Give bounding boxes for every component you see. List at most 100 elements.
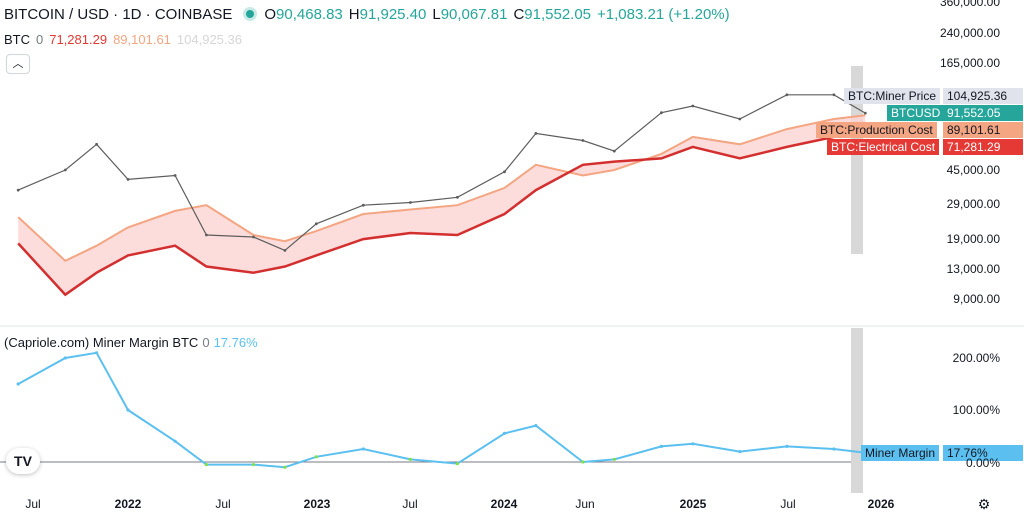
ohlc-high: H91,925.40	[348, 6, 427, 23]
price-pane	[16, 93, 867, 297]
margin-indicator-name: (Capriole.com) Miner Margin BTC	[4, 335, 199, 350]
tag-margin-label: Miner Margin	[861, 445, 940, 461]
miner-margin-point	[63, 356, 67, 360]
miner-margin-point	[408, 457, 412, 461]
projection-band-bottom	[851, 328, 863, 493]
btcusd-point	[456, 195, 459, 199]
btcusd-point	[409, 201, 412, 204]
market-status-icon[interactable]	[246, 10, 255, 18]
miner-margin-point	[785, 444, 789, 448]
price-axis-tick[interactable]: 240,000.00	[939, 26, 1000, 40]
legend-electrical: 71,281.29	[49, 32, 108, 47]
tag-production-label: BTC:Production Cost	[816, 122, 937, 138]
miner-margin-point	[832, 447, 836, 451]
btcusd-point	[205, 233, 208, 237]
tag-production-value: 89,101.61	[943, 122, 1023, 138]
margin-axis-tick[interactable]: 0.00%	[965, 456, 1000, 470]
miner-margin-point	[659, 444, 664, 448]
gear-icon[interactable]: ⚙	[977, 496, 991, 512]
legend-zero: 0	[36, 32, 44, 47]
miner-margin-point	[314, 455, 318, 459]
price-axis-tick[interactable]: 19,000.00	[946, 232, 1000, 246]
tag-miner-price-label: BTC:Miner Price	[844, 88, 941, 104]
legend-miner-price: 104,925.36	[176, 32, 242, 47]
price-axis-tick[interactable]: 29,000.00	[946, 197, 1000, 211]
btcusd-point	[534, 132, 538, 135]
time-axis-tick[interactable]: 2022	[114, 497, 142, 511]
legend-name: BTC	[4, 32, 30, 47]
miner-margin-point	[455, 462, 459, 466]
btcusd-point	[691, 104, 695, 108]
series-btcusd-line[interactable]	[17, 94, 866, 252]
miner-margin-point	[691, 442, 695, 446]
ohlc-open: O90,468.83	[264, 6, 343, 23]
time-axis-tick[interactable]: Jun	[575, 497, 595, 511]
btcusd-point	[832, 93, 836, 97]
miner-margin-point	[204, 463, 208, 467]
tag-electrical-label: BTC:Electrical Cost	[827, 139, 940, 155]
btcusd-point	[660, 111, 663, 115]
price-axis-tick[interactable]: 9,000.00	[953, 292, 1000, 306]
margin-indicator-legend[interactable]: (Capriole.com) Miner Margin BTC 0 17.76%	[4, 335, 258, 350]
btcusd-point	[16, 188, 20, 192]
btcusd-point	[361, 203, 365, 207]
ohlc-low: L90,067.81	[432, 6, 508, 23]
tradingview-logo[interactable]: TV	[6, 448, 40, 474]
btcusd-point	[252, 235, 255, 239]
price-axis-tick[interactable]: 13,000.00	[946, 262, 1000, 276]
legend-production: 89,101.61	[113, 32, 171, 47]
btcusd-point	[503, 170, 506, 174]
price-axis-tick[interactable]: 360,000.00	[939, 0, 1000, 9]
miner-margin-point	[534, 424, 538, 428]
miner-margin-point	[283, 465, 287, 469]
price-axis-tick[interactable]: 165,000.00	[939, 56, 1000, 70]
ohlc-close: C91,552.05	[513, 6, 592, 23]
series-miner-margin-line[interactable]	[17, 351, 866, 469]
tag-btcusd-value: 91,552.05	[943, 105, 1023, 121]
series-electrical-cost-line[interactable]	[17, 131, 866, 297]
margin-axis-tick[interactable]: 200.00%	[952, 351, 1000, 365]
btcusd-point	[173, 174, 177, 177]
btcusd-point	[863, 111, 867, 115]
time-axis-tick[interactable]: 2023	[303, 497, 331, 511]
margin-axis-tick[interactable]: 100.00%	[952, 403, 1000, 417]
time-axis-tick[interactable]: Jul	[402, 497, 418, 511]
cost-band-fill	[18, 115, 866, 295]
btcusd-point	[63, 168, 67, 172]
miner-margin-point	[251, 463, 256, 467]
time-axis-tick[interactable]: Jul	[780, 497, 796, 511]
tag-electrical-value: 71,281.29	[943, 139, 1023, 155]
margin-indicator-value: 17.76%	[213, 335, 258, 350]
btcusd-point	[581, 139, 585, 142]
miner-margin-point	[16, 382, 20, 386]
tag-miner-price-value: 104,925.36	[943, 88, 1023, 104]
time-axis-tick[interactable]: Jul	[215, 497, 231, 511]
miner-margin-point	[581, 460, 585, 464]
symbol-title[interactable]: BITCOIN / USD · 1D · COINBASE	[4, 6, 233, 23]
time-axis-tick[interactable]: Jul	[25, 497, 41, 511]
margin-pane	[16, 351, 867, 469]
btcusd-point	[612, 149, 616, 153]
time-axis-tick[interactable]: 2025	[679, 497, 707, 511]
series-production-cost-line[interactable]	[17, 114, 866, 262]
btcusd-point	[283, 249, 287, 252]
miner-margin-point	[361, 447, 365, 451]
indicator-legend[interactable]: BTC 0 71,281.29 89,101.61 104,925.36	[4, 32, 248, 47]
price-change: +1,083.21 (+1.20%)	[597, 6, 730, 23]
miner-margin-point	[173, 439, 177, 443]
margin-indicator-zero: 0	[202, 335, 210, 350]
projection-band-top	[851, 66, 863, 254]
miner-margin-point	[95, 351, 99, 355]
time-axis-tick[interactable]: 2024	[490, 497, 518, 511]
symbol-header: BITCOIN / USD · 1D · COINBASE O90,468.83 H…	[4, 6, 736, 23]
time-axis-tick[interactable]: 2026	[867, 497, 895, 511]
tag-btcusd-label: BTCUSD	[887, 105, 945, 121]
collapse-button[interactable]: ︿	[6, 54, 30, 74]
miner-margin-point	[126, 408, 130, 412]
price-axis-tick[interactable]: 45,000.00	[946, 163, 1000, 177]
tag-margin-value: 17.76%	[943, 445, 1023, 461]
miner-margin-point	[502, 431, 507, 435]
btcusd-point	[738, 117, 742, 121]
btcusd-point	[785, 93, 789, 97]
